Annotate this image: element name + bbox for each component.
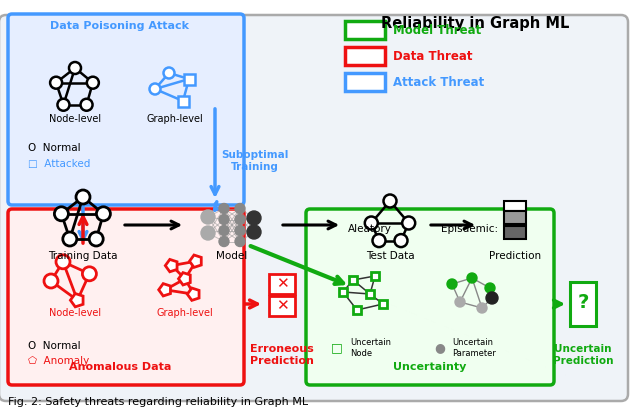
Circle shape	[384, 195, 396, 208]
Text: Data Threat: Data Threat	[393, 50, 472, 62]
Bar	[345, 47, 385, 65]
Text: ⬠  Anomaly: ⬠ Anomaly	[28, 356, 89, 366]
Bar	[349, 276, 357, 284]
Circle shape	[235, 237, 245, 247]
Circle shape	[477, 303, 487, 313]
Circle shape	[219, 225, 229, 235]
Bar	[371, 272, 379, 280]
Circle shape	[467, 273, 477, 283]
Bar	[366, 290, 374, 298]
Text: Attack Threat: Attack Threat	[393, 75, 484, 89]
Circle shape	[247, 211, 261, 225]
Circle shape	[81, 99, 93, 111]
Text: Episdemic:: Episdemic:	[442, 224, 498, 234]
Text: ✕: ✕	[276, 299, 289, 314]
Bar	[345, 21, 385, 39]
Text: Training Data: Training Data	[49, 251, 118, 261]
Text: Data Poisoning Attack: Data Poisoning Attack	[50, 21, 189, 31]
Text: Prediction: Prediction	[489, 251, 541, 261]
Circle shape	[89, 232, 103, 246]
Circle shape	[56, 255, 70, 269]
Text: ✕: ✕	[276, 277, 289, 292]
FancyBboxPatch shape	[8, 209, 244, 385]
Circle shape	[149, 84, 161, 94]
Circle shape	[402, 216, 415, 230]
Bar	[269, 274, 295, 294]
Bar	[345, 73, 385, 91]
Bar	[504, 201, 526, 211]
Circle shape	[219, 203, 229, 213]
Circle shape	[50, 77, 62, 89]
Circle shape	[455, 297, 465, 307]
Text: ●: ●	[435, 342, 445, 354]
Text: □: □	[331, 342, 343, 354]
Text: Test Data: Test Data	[365, 251, 415, 261]
Text: Model Threat: Model Threat	[393, 23, 481, 37]
Text: ?: ?	[577, 292, 588, 312]
Circle shape	[372, 234, 386, 247]
Text: Model: Model	[216, 251, 248, 261]
Bar	[339, 288, 347, 296]
Text: Uncertain
Node: Uncertain Node	[350, 338, 391, 358]
Circle shape	[485, 283, 495, 293]
Bar	[269, 296, 295, 316]
Circle shape	[394, 234, 408, 247]
Circle shape	[201, 210, 215, 224]
Text: Uncertain
Parameter: Uncertain Parameter	[452, 338, 496, 358]
Text: Uncertain
Prediction: Uncertain Prediction	[553, 344, 613, 366]
Bar	[183, 74, 195, 84]
Circle shape	[447, 279, 457, 289]
Text: Graph-level: Graph-level	[147, 114, 203, 124]
Text: Aleatory: Aleatory	[348, 224, 392, 234]
Text: Anomalous Data: Anomalous Data	[69, 362, 171, 372]
Circle shape	[87, 77, 99, 89]
Bar	[379, 300, 387, 308]
Bar	[178, 96, 188, 106]
Text: Node-level: Node-level	[49, 308, 101, 318]
Text: Erroneous
Prediction: Erroneous Prediction	[250, 344, 314, 366]
Text: Uncertainty: Uncertainty	[393, 362, 467, 372]
Bar	[353, 306, 361, 314]
Text: Node-level: Node-level	[49, 114, 101, 124]
Circle shape	[57, 99, 69, 111]
Circle shape	[63, 232, 77, 246]
Text: Reliability in Graph ML: Reliability in Graph ML	[381, 16, 569, 31]
Circle shape	[235, 203, 245, 213]
Text: □  Attacked: □ Attacked	[28, 159, 90, 169]
Circle shape	[486, 292, 498, 304]
Bar	[504, 226, 526, 239]
Circle shape	[83, 267, 96, 281]
Circle shape	[235, 215, 245, 225]
Circle shape	[76, 190, 90, 204]
Bar	[504, 211, 526, 224]
Text: Graph-level: Graph-level	[157, 308, 214, 318]
Circle shape	[54, 207, 69, 221]
FancyBboxPatch shape	[8, 14, 244, 205]
Text: Fig. 2: Safety threats regarding reliability in Graph ML: Fig. 2: Safety threats regarding reliabi…	[8, 397, 308, 407]
Text: Suboptimal
Training: Suboptimal Training	[221, 150, 289, 172]
FancyBboxPatch shape	[0, 15, 628, 401]
Circle shape	[164, 67, 175, 79]
Text: O  Normal: O Normal	[28, 341, 81, 351]
Circle shape	[219, 237, 229, 247]
FancyBboxPatch shape	[306, 209, 554, 385]
Text: O  Normal: O Normal	[28, 143, 81, 153]
Circle shape	[44, 274, 58, 288]
Circle shape	[219, 215, 229, 225]
Circle shape	[247, 225, 261, 239]
Bar	[570, 282, 596, 326]
Circle shape	[96, 207, 110, 221]
Circle shape	[69, 62, 81, 74]
Circle shape	[235, 225, 245, 235]
Circle shape	[365, 216, 378, 230]
Circle shape	[201, 226, 215, 240]
